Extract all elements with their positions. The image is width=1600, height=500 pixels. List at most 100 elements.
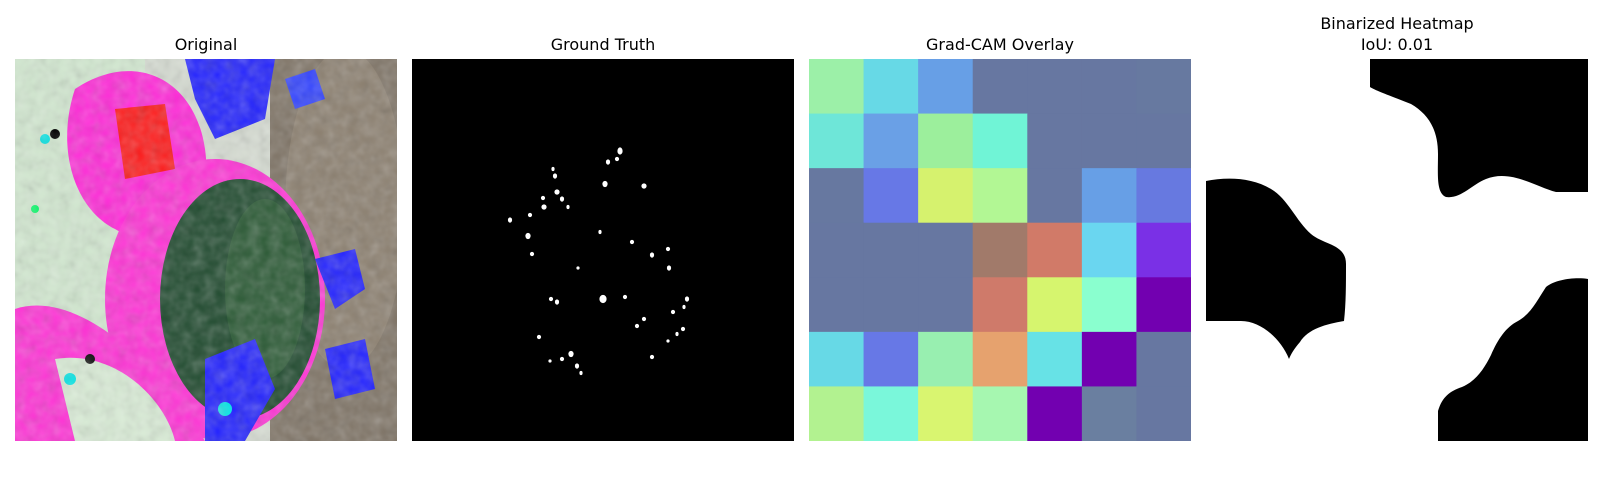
- gradcam-cell: [1081, 222, 1137, 278]
- gradcam-cell: [1136, 113, 1191, 169]
- gradcam-cell: [918, 331, 974, 387]
- ground-truth-speck: [641, 316, 647, 322]
- gradcam-cell: [1027, 331, 1083, 387]
- ground-truth-speck: [599, 294, 607, 304]
- ground-truth-speck: [527, 212, 533, 218]
- gradcam-overlay: [809, 59, 1191, 441]
- gradcam-cell: [972, 386, 1028, 441]
- gradcam-cell: [1027, 113, 1083, 169]
- ground-truth-speck: [536, 334, 542, 340]
- ground-truth-speck: [559, 196, 565, 202]
- gradcam-cell: [972, 113, 1028, 169]
- ground-truth-speck: [541, 204, 547, 210]
- ground-truth-speck: [551, 166, 555, 172]
- ground-truth-speck: [579, 370, 583, 376]
- gradcam-cell: [918, 59, 974, 115]
- gradcam-cell: [918, 222, 974, 278]
- gradcam-cell: [863, 277, 919, 333]
- panel-title-ground-truth: Ground Truth: [550, 35, 656, 54]
- gradcam-cell: [972, 59, 1028, 115]
- ground-truth-speck: [554, 299, 560, 305]
- ground-truth-mask: [412, 59, 794, 441]
- ground-truth-speck: [605, 159, 611, 165]
- ground-truth-speck: [634, 323, 640, 329]
- original-image: [15, 59, 397, 441]
- gradcam-cell: [972, 168, 1028, 224]
- gradcam-cell: [809, 59, 865, 115]
- gradcam-cell: [918, 113, 974, 169]
- gradcam-cell: [1027, 386, 1083, 441]
- gradcam-cell: [1081, 168, 1137, 224]
- ground-truth-speck: [576, 266, 580, 270]
- gradcam-cell: [809, 386, 865, 441]
- panel-subtitle-iou: IoU: 0.01: [1360, 35, 1434, 54]
- ground-truth-speck: [666, 339, 670, 343]
- ground-truth-speck: [666, 265, 672, 271]
- gradcam-cell: [809, 113, 865, 169]
- panel-title-binarized-heatmap: Binarized Heatmap: [1320, 14, 1474, 33]
- ground-truth-speck: [602, 180, 608, 188]
- gradcam-cell: [809, 168, 865, 224]
- gradcam-cell: [1081, 59, 1137, 115]
- ground-truth-speck: [529, 251, 535, 257]
- gradcam-cell: [863, 59, 919, 115]
- gradcam-cell: [1081, 113, 1137, 169]
- ground-truth-speck: [614, 156, 620, 162]
- binarized-heatmap-svg: [1206, 59, 1588, 441]
- gradcam-cell: [809, 222, 865, 278]
- ground-truth-speck: [649, 354, 655, 360]
- gradcam-cell: [972, 331, 1028, 387]
- gradcam-cell: [918, 386, 974, 441]
- gradcam-svg: [809, 59, 1191, 441]
- ground-truth-speck: [568, 350, 574, 358]
- gradcam-cell: [1027, 277, 1083, 333]
- ground-truth-speck: [617, 147, 623, 155]
- gradcam-cell: [863, 113, 919, 169]
- gradcam-cell: [1027, 59, 1083, 115]
- ground-truth-speck: [649, 252, 655, 258]
- gradcam-cell: [1027, 168, 1083, 224]
- ground-truth-speck: [641, 183, 647, 189]
- gradcam-cell: [809, 331, 865, 387]
- ground-truth-speck: [552, 173, 558, 179]
- gradcam-cell: [1027, 222, 1083, 278]
- ground-truth-speck: [680, 326, 686, 332]
- gradcam-cell: [918, 168, 974, 224]
- ground-truth-speck: [525, 232, 531, 240]
- binary-region-bottom-right: [1438, 278, 1588, 441]
- gradcam-cell: [863, 331, 919, 387]
- ground-truth-speck: [548, 359, 552, 363]
- ground-truth-speck: [548, 296, 554, 302]
- gradcam-cell: [1136, 331, 1191, 387]
- ground-truth-speck: [684, 296, 690, 302]
- ground-truth-speck: [665, 246, 671, 252]
- gradcam-cell: [918, 277, 974, 333]
- gradcam-cell: [1136, 168, 1191, 224]
- gradcam-cell: [863, 222, 919, 278]
- gradcam-cell: [972, 222, 1028, 278]
- gradcam-cell: [1136, 386, 1191, 441]
- gradcam-cell: [1136, 222, 1191, 278]
- ground-truth-speck: [629, 239, 635, 245]
- ground-truth-speck: [574, 363, 580, 369]
- binary-region-top-right: [1370, 59, 1588, 198]
- ground-truth-speck: [554, 189, 560, 195]
- ground-truth-speck: [622, 294, 628, 300]
- gradcam-cell: [1081, 277, 1137, 333]
- binarized-heatmap: [1206, 59, 1588, 441]
- gradcam-cell: [1081, 386, 1137, 441]
- binary-region-left: [1206, 178, 1346, 359]
- gradcam-cell: [972, 277, 1028, 333]
- gradcam-cell: [809, 277, 865, 333]
- gradcam-cell: [1136, 277, 1191, 333]
- ground-truth-speck: [670, 309, 676, 315]
- ground-truth-background: [412, 59, 794, 441]
- ground-truth-speck: [675, 331, 679, 337]
- panel-title-gradcam-overlay: Grad-CAM Overlay: [926, 35, 1074, 54]
- ground-truth-speck: [682, 304, 686, 310]
- ground-truth-svg: [412, 59, 794, 441]
- ground-truth-speck: [559, 356, 565, 362]
- ground-truth-speck: [598, 229, 602, 235]
- ground-truth-speck: [540, 195, 546, 201]
